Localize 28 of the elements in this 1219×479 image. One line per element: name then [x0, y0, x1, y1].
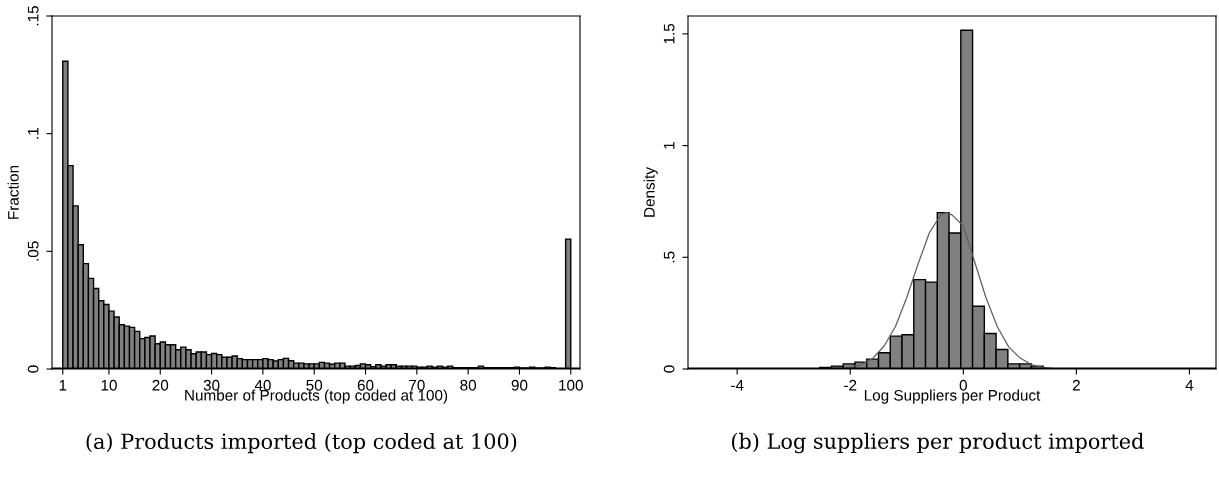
x-tick-label: 30 — [203, 379, 220, 391]
x-tick-label: 60 — [357, 379, 374, 391]
text: (a) Products imported (top coded at 100) — [86, 432, 517, 454]
x-tick-label: 50 — [306, 379, 323, 391]
x-tick-label: 4 — [1185, 379, 1194, 391]
x-tick-label: 70 — [409, 379, 425, 391]
y-tick-label: 1.5 — [663, 23, 675, 44]
x-tick-label: 10 — [101, 379, 117, 391]
x-tick-label: 90 — [511, 379, 528, 391]
y-tick-label: .15 — [27, 6, 39, 26]
y-axis-title: Density — [643, 167, 658, 217]
x-tick-label: 20 — [152, 379, 169, 391]
y-tick-label: .1 — [27, 128, 39, 139]
x-tick-label: 2 — [1072, 379, 1080, 391]
x-tick-label: -2 — [844, 379, 857, 391]
y-tick-label: 1 — [663, 142, 675, 149]
x-tick-label: 100 — [559, 379, 583, 391]
x-tick-label: 0 — [959, 379, 967, 391]
y-tick-label: 0 — [663, 365, 675, 373]
x-tick-label: 80 — [460, 379, 477, 391]
x-tick-label: -4 — [731, 379, 744, 391]
x-tick-label: 40 — [254, 379, 271, 391]
y-tick-label: 0 — [27, 365, 39, 373]
y-tick-label: .5 — [663, 251, 675, 263]
y-axis-title: Fraction — [7, 165, 19, 219]
x-tick-label: 1 — [59, 379, 67, 391]
text: (b) Log suppliers per product imported — [731, 432, 1144, 454]
y-tick-label: .05 — [27, 241, 39, 261]
